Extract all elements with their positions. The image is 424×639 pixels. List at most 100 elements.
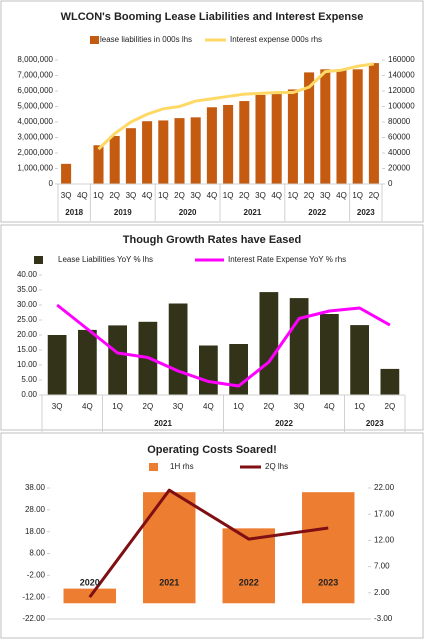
bar (125, 128, 136, 184)
bar (142, 121, 153, 184)
x-tick-label: 3Q (52, 402, 63, 411)
legend-swatch (34, 256, 43, 264)
y2-tick-label: 2.00 (374, 588, 390, 597)
x-tick-label: 1Q (288, 191, 299, 200)
y-tick-label: 15.00 (17, 345, 38, 354)
x-tick-label: 2023 (318, 577, 338, 587)
y-tick-label: 8,000,000 (17, 55, 53, 64)
group-label: 2023 (357, 208, 375, 217)
x-tick-label: 3Q (173, 402, 184, 411)
x-tick-label: 1Q (112, 402, 123, 411)
panel (0, 432, 424, 639)
bar (77, 329, 97, 395)
x-tick-label: 4Q (207, 191, 218, 200)
bar (158, 120, 169, 184)
y2-tick-label: 60000 (388, 133, 411, 142)
group-label: 2021 (154, 419, 172, 428)
group-label: 2022 (308, 208, 326, 217)
bar (380, 368, 400, 395)
legend-label: lease liabilities in 000s lhs (100, 35, 192, 44)
bar (47, 335, 67, 395)
x-tick-label: 2022 (239, 577, 259, 587)
y-tick-label: 38.00 (25, 483, 46, 492)
legend-label: Interest Rate Expense YoY % rhs (228, 255, 346, 264)
y2-tick-label: 17.00 (374, 509, 395, 518)
y2-tick-label: 160000 (388, 55, 415, 64)
y2-tick-label: 22.00 (374, 483, 395, 492)
y-tick-label: 10.00 (17, 360, 38, 369)
bar (368, 63, 379, 184)
y-tick-label: -12.00 (22, 592, 45, 601)
bar (223, 104, 234, 184)
y-tick-label: -22.00 (22, 614, 45, 623)
bar (143, 492, 196, 604)
chart-title: Operating Costs Soared! (147, 444, 277, 456)
bar (174, 118, 185, 184)
bar (271, 94, 282, 184)
chart-title: Though Growth Rates have Eased (123, 234, 301, 246)
y-tick-label: 18.00 (25, 527, 46, 536)
x-tick-label: 2Q (109, 191, 120, 200)
y2-tick-label: 0 (388, 179, 393, 188)
group-label: 2022 (275, 419, 293, 428)
group-label: 2019 (114, 208, 132, 217)
group-label: 2021 (244, 208, 262, 217)
panel (0, 0, 424, 223)
x-tick-label: 1Q (233, 402, 244, 411)
x-tick-label: 2Q (369, 191, 380, 200)
x-tick-label: 2Q (304, 191, 315, 200)
x-tick-label: 2Q (239, 191, 250, 200)
y-tick-label: -2.00 (27, 570, 46, 579)
x-tick-label: 2Q (385, 402, 396, 411)
y2-tick-label: 140000 (388, 71, 415, 80)
y-tick-label: 4,000,000 (17, 117, 53, 126)
bar (198, 345, 218, 395)
x-tick-label: 3Q (294, 402, 305, 411)
y2-tick-label: -3.00 (374, 614, 393, 623)
bar (320, 69, 331, 184)
y-tick-label: 0 (49, 179, 54, 188)
bar (255, 94, 266, 184)
y-tick-label: 3,000,000 (17, 133, 53, 142)
y-tick-label: 2,000,000 (17, 148, 53, 157)
x-tick-label: 3Q (126, 191, 137, 200)
y2-tick-label: 7.00 (374, 562, 390, 571)
line (97, 62, 375, 151)
bar (304, 72, 315, 184)
bar (206, 107, 217, 184)
bar (319, 314, 339, 395)
legend-label: 1H rhs (170, 462, 194, 471)
bar (108, 325, 128, 395)
y-tick-label: 40.00 (17, 270, 38, 279)
y-tick-label: 20.00 (17, 330, 38, 339)
line (56, 303, 391, 388)
y2-tick-label: 40000 (388, 148, 411, 157)
y-tick-label: 6,000,000 (17, 86, 53, 95)
legend-swatch (149, 463, 158, 471)
y-tick-label: 7,000,000 (17, 71, 53, 80)
bar (109, 135, 120, 184)
y-tick-label: 0.00 (21, 390, 37, 399)
legend-label: Interest expense 000s rhs (230, 35, 322, 44)
group-label: 2018 (65, 208, 83, 217)
bar (289, 298, 309, 395)
x-tick-label: 1Q (223, 191, 234, 200)
y2-tick-label: 12.00 (374, 536, 395, 545)
y-tick-label: 28.00 (25, 505, 46, 514)
x-tick-label: 2Q (264, 402, 275, 411)
x-tick-label: 1Q (93, 191, 104, 200)
x-tick-label: 3Q (190, 191, 201, 200)
bar (350, 325, 370, 395)
bar (190, 117, 201, 184)
y-tick-label: 25.00 (17, 315, 38, 324)
x-tick-label: 4Q (82, 402, 93, 411)
x-tick-label: 3Q (320, 191, 331, 200)
y-tick-label: 1,000,000 (17, 164, 53, 173)
group-label: 2020 (179, 208, 197, 217)
y2-tick-label: 80000 (388, 117, 411, 126)
line (88, 488, 329, 599)
x-tick-label: 2Q (143, 402, 154, 411)
x-tick-label: 1Q (352, 191, 363, 200)
